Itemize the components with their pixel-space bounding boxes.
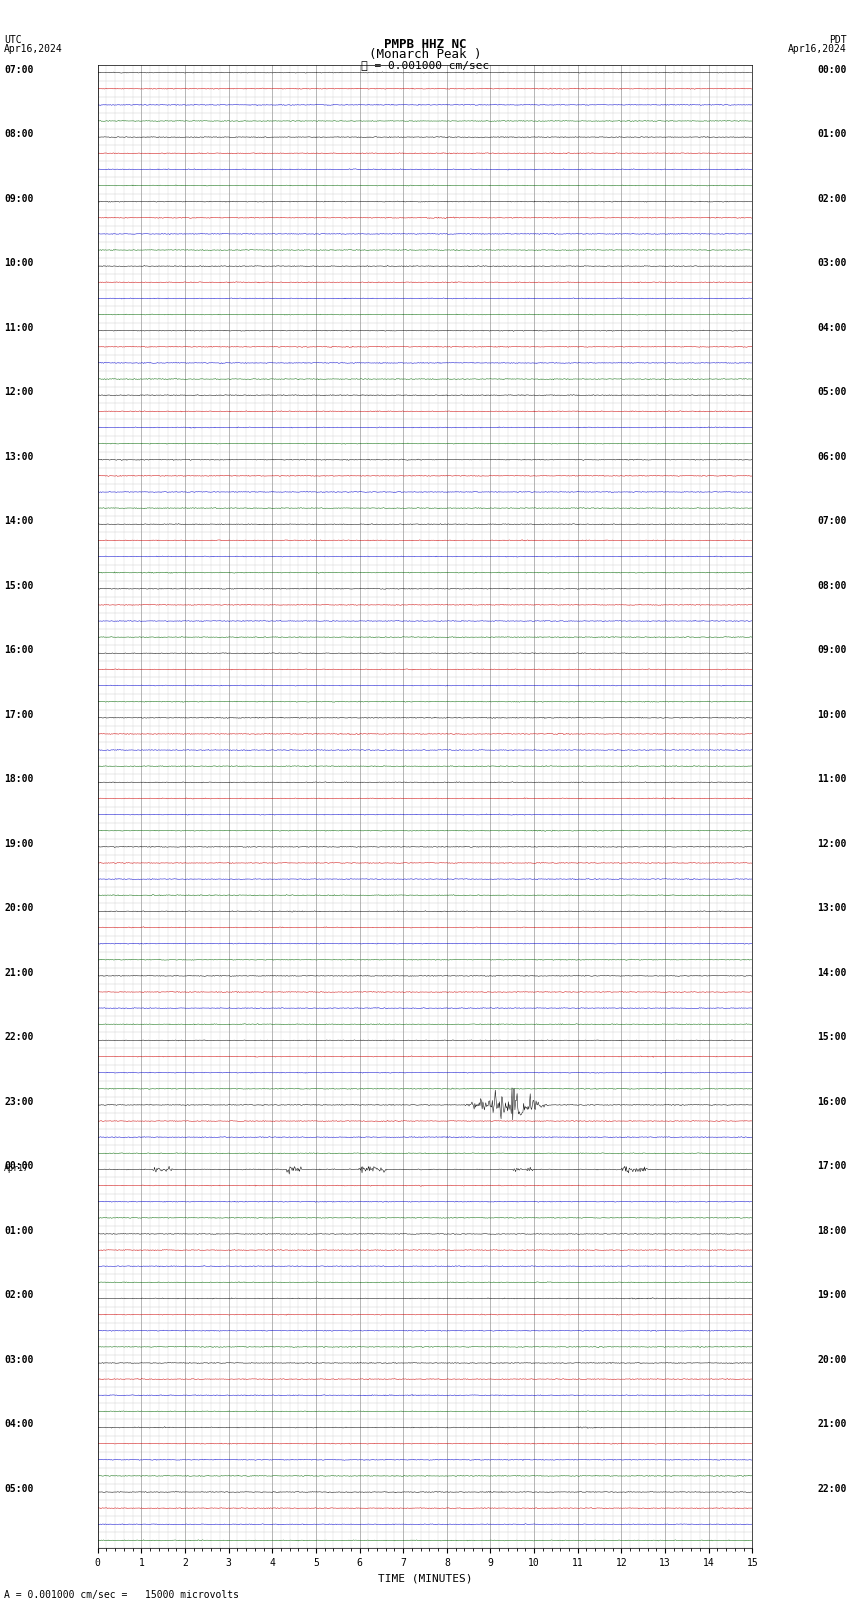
Text: 04:00: 04:00 <box>817 323 847 332</box>
Text: 08:00: 08:00 <box>4 129 34 139</box>
Text: 21:00: 21:00 <box>817 1419 847 1429</box>
Text: 14:00: 14:00 <box>817 968 847 977</box>
X-axis label: TIME (MINUTES): TIME (MINUTES) <box>377 1574 473 1584</box>
Text: 15:00: 15:00 <box>4 581 34 590</box>
Text: 22:00: 22:00 <box>817 1484 847 1494</box>
Text: 16:00: 16:00 <box>4 645 34 655</box>
Text: 22:00: 22:00 <box>4 1032 34 1042</box>
Text: 20:00: 20:00 <box>4 903 34 913</box>
Text: 08:00: 08:00 <box>817 581 847 590</box>
Text: 04:00: 04:00 <box>4 1419 34 1429</box>
Text: 07:00: 07:00 <box>817 516 847 526</box>
Text: 06:00: 06:00 <box>817 452 847 461</box>
Text: 18:00: 18:00 <box>817 1226 847 1236</box>
Text: 19:00: 19:00 <box>817 1290 847 1300</box>
Text: 03:00: 03:00 <box>4 1355 34 1365</box>
Text: 11:00: 11:00 <box>817 774 847 784</box>
Text: 01:00: 01:00 <box>817 129 847 139</box>
Text: 15:00: 15:00 <box>817 1032 847 1042</box>
Text: Apr16,2024: Apr16,2024 <box>4 44 63 55</box>
Text: 17:00: 17:00 <box>4 710 34 719</box>
Text: A = 0.001000 cm/sec =   15000 microvolts: A = 0.001000 cm/sec = 15000 microvolts <box>4 1590 239 1600</box>
Text: 07:00: 07:00 <box>4 65 34 74</box>
Text: 19:00: 19:00 <box>4 839 34 848</box>
Text: 10:00: 10:00 <box>817 710 847 719</box>
Text: 01:00: 01:00 <box>4 1226 34 1236</box>
Text: 00:00: 00:00 <box>817 65 847 74</box>
Text: 05:00: 05:00 <box>4 1484 34 1494</box>
Text: 16:00: 16:00 <box>817 1097 847 1107</box>
Text: 02:00: 02:00 <box>817 194 847 203</box>
Text: Apr16,2024: Apr16,2024 <box>788 44 847 55</box>
Text: 14:00: 14:00 <box>4 516 34 526</box>
Text: ⎵ = 0.001000 cm/sec: ⎵ = 0.001000 cm/sec <box>361 60 489 69</box>
Text: PMPB HHZ NC: PMPB HHZ NC <box>383 37 467 52</box>
Text: PDT: PDT <box>829 35 847 45</box>
Text: 20:00: 20:00 <box>817 1355 847 1365</box>
Text: 11:00: 11:00 <box>4 323 34 332</box>
Text: 09:00: 09:00 <box>817 645 847 655</box>
Text: 03:00: 03:00 <box>817 258 847 268</box>
Text: 18:00: 18:00 <box>4 774 34 784</box>
Text: 00:00: 00:00 <box>4 1161 34 1171</box>
Text: (Monarch Peak ): (Monarch Peak ) <box>369 48 481 61</box>
Text: 10:00: 10:00 <box>4 258 34 268</box>
Text: 12:00: 12:00 <box>4 387 34 397</box>
Text: 13:00: 13:00 <box>817 903 847 913</box>
Text: 12:00: 12:00 <box>817 839 847 848</box>
Text: 21:00: 21:00 <box>4 968 34 977</box>
Text: UTC: UTC <box>4 35 22 45</box>
Text: 17:00: 17:00 <box>817 1161 847 1171</box>
Text: 09:00: 09:00 <box>4 194 34 203</box>
Text: 05:00: 05:00 <box>817 387 847 397</box>
Text: 13:00: 13:00 <box>4 452 34 461</box>
Text: 02:00: 02:00 <box>4 1290 34 1300</box>
Text: 23:00: 23:00 <box>4 1097 34 1107</box>
Text: Apr17: Apr17 <box>4 1165 29 1173</box>
